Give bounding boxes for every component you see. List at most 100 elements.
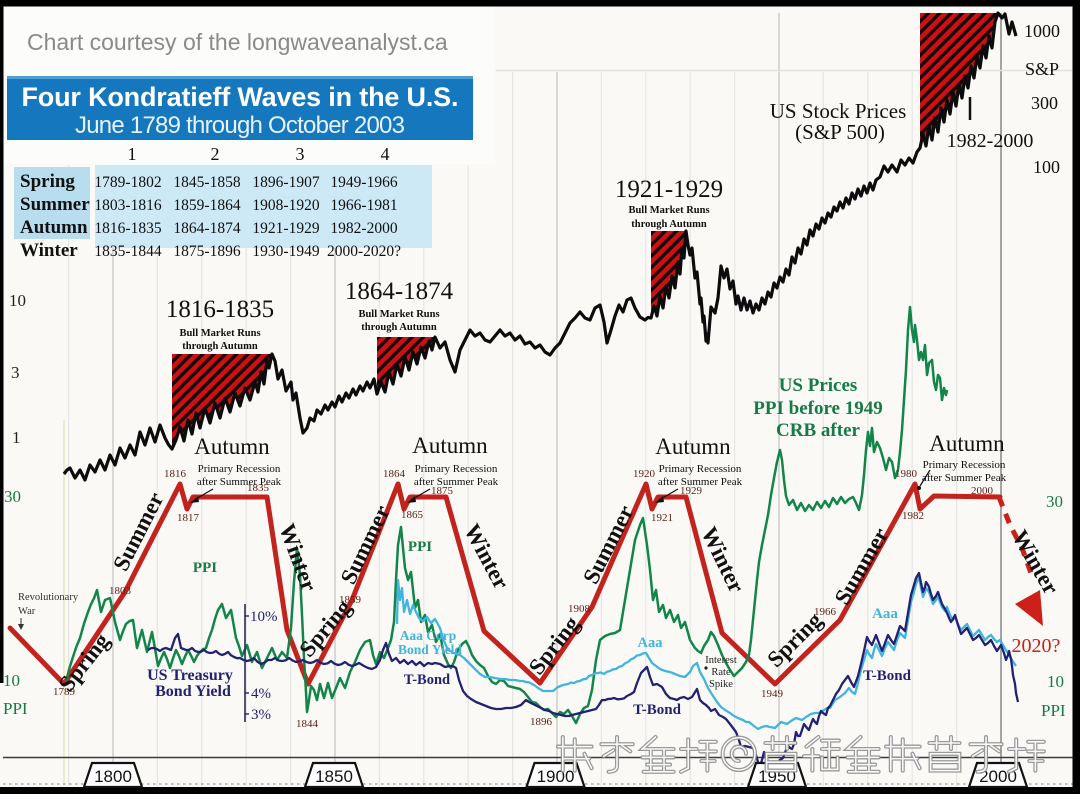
svg-text:Spike: Spike <box>709 679 733 690</box>
svg-text:2: 2 <box>211 144 220 164</box>
svg-text:Bull Market Runs: Bull Market Runs <box>358 309 439 320</box>
svg-text:(S&P 500): (S&P 500) <box>795 120 885 144</box>
svg-text:1921-1929: 1921-1929 <box>615 176 723 203</box>
svg-text:1816: 1816 <box>164 468 187 480</box>
svg-text:1859-1864: 1859-1864 <box>173 197 240 214</box>
svg-text:100: 100 <box>1033 157 1060 177</box>
svg-text:Spring: Spring <box>20 171 75 192</box>
svg-text:Interest: Interest <box>705 655 737 666</box>
svg-text:Bond Yield: Bond Yield <box>155 683 231 700</box>
svg-text:1850: 1850 <box>315 767 353 786</box>
svg-text:1864: 1864 <box>383 468 406 480</box>
svg-text:1: 1 <box>12 428 21 447</box>
svg-text:1835-1844: 1835-1844 <box>94 243 161 260</box>
svg-text:1900: 1900 <box>537 767 575 786</box>
svg-text:3: 3 <box>11 363 20 382</box>
svg-text:PPI: PPI <box>408 539 432 555</box>
svg-text:1908: 1908 <box>568 603 591 615</box>
svg-text:1: 1 <box>128 144 137 164</box>
svg-text:1875: 1875 <box>431 485 454 497</box>
svg-text:10%: 10% <box>250 609 278 625</box>
svg-text:1949-1966: 1949-1966 <box>330 174 397 191</box>
svg-text:Four Kondratieff Waves in the: Four Kondratieff Waves in the U.S. <box>22 82 459 112</box>
svg-text:1920: 1920 <box>633 468 656 480</box>
svg-text:Autumn: Autumn <box>412 433 488 458</box>
svg-text:Autumn: Autumn <box>20 217 88 238</box>
svg-text:Chart courtesy of the longwave: Chart courtesy of the longwaveanalyst.ca <box>27 29 448 55</box>
svg-text:1835: 1835 <box>247 482 270 494</box>
svg-text:T-Bond: T-Bond <box>404 672 450 688</box>
svg-text:3%: 3% <box>251 707 271 723</box>
svg-text:Bull Market Runs: Bull Market Runs <box>628 205 709 216</box>
svg-text:US Treasury: US Treasury <box>147 667 233 684</box>
svg-text:Bond Yield: Bond Yield <box>398 642 462 657</box>
svg-text:Primary Recession: Primary Recession <box>923 459 1006 471</box>
svg-text:T-Bond: T-Bond <box>633 702 681 718</box>
svg-text:3: 3 <box>296 144 305 164</box>
svg-text:2000-2020?: 2000-2020? <box>327 243 401 260</box>
svg-text:Autumn: Autumn <box>929 431 1005 456</box>
svg-text:10: 10 <box>1047 672 1064 691</box>
svg-text:after Summer Peak: after Summer Peak <box>414 476 499 488</box>
svg-text:Revolutionary: Revolutionary <box>18 592 79 603</box>
svg-text:1982-2000: 1982-2000 <box>330 220 397 237</box>
svg-text:1929: 1929 <box>680 485 703 497</box>
svg-text:1845-1858: 1845-1858 <box>173 174 240 191</box>
svg-text:1982: 1982 <box>902 510 924 522</box>
svg-text:1980: 1980 <box>895 468 918 480</box>
svg-text:1921-1929: 1921-1929 <box>252 220 319 237</box>
svg-text:Summer: Summer <box>20 194 90 215</box>
svg-text:1865: 1865 <box>401 509 424 521</box>
svg-text:Autumn: Autumn <box>194 434 270 459</box>
svg-text:300: 300 <box>1031 93 1058 113</box>
svg-text:1803: 1803 <box>109 585 132 597</box>
svg-text:War: War <box>18 606 36 617</box>
svg-text:PPI: PPI <box>1041 701 1066 720</box>
svg-text:1816-1835: 1816-1835 <box>166 296 274 323</box>
svg-text:through Autumn: through Autumn <box>361 322 437 333</box>
svg-text:after Summer Peak: after Summer Peak <box>922 472 1007 484</box>
svg-text:2020?: 2020? <box>1012 635 1061 657</box>
svg-text:1896-1907: 1896-1907 <box>252 174 319 191</box>
svg-text:S&P: S&P <box>1025 59 1059 79</box>
svg-text:US Prices: US Prices <box>779 375 858 396</box>
svg-text:30: 30 <box>1046 492 1063 511</box>
svg-text:10: 10 <box>9 291 26 310</box>
svg-text:1864-1874: 1864-1874 <box>345 278 454 305</box>
svg-text:PPI: PPI <box>3 699 28 718</box>
svg-text:2000: 2000 <box>971 485 994 497</box>
svg-text:through Autumn: through Autumn <box>182 341 258 352</box>
svg-text:1864-1874: 1864-1874 <box>173 220 240 237</box>
svg-text:Autumn: Autumn <box>655 434 731 459</box>
svg-text:CRB after: CRB after <box>776 420 860 441</box>
svg-text:June 1789 through October 2003: June 1789 through October 2003 <box>75 112 405 139</box>
svg-text:1844: 1844 <box>296 718 319 730</box>
svg-text:1949: 1949 <box>761 688 784 700</box>
svg-text:Primary Recession: Primary Recession <box>659 463 742 475</box>
svg-text:4: 4 <box>381 144 390 164</box>
svg-text:1800: 1800 <box>94 767 132 786</box>
svg-text:Primary Recession: Primary Recession <box>198 463 281 475</box>
svg-text:PPI: PPI <box>193 560 217 576</box>
svg-text:1816-1835: 1816-1835 <box>94 220 161 237</box>
svg-text:1930-1949: 1930-1949 <box>252 243 319 260</box>
svg-text:Rate: Rate <box>711 667 731 678</box>
svg-text:1896: 1896 <box>530 716 553 728</box>
svg-text:Aaa: Aaa <box>872 606 898 622</box>
svg-text:1982-2000: 1982-2000 <box>947 130 1034 152</box>
svg-text:1966-1981: 1966-1981 <box>330 197 397 214</box>
svg-text:through Autumn: through Autumn <box>631 219 707 230</box>
svg-text:Aaa Corp: Aaa Corp <box>400 628 457 643</box>
svg-text:1803-1816: 1803-1816 <box>94 197 161 214</box>
svg-text:Aaa: Aaa <box>638 635 664 651</box>
svg-text:1875-1896: 1875-1896 <box>173 243 240 260</box>
svg-text:PPI before 1949: PPI before 1949 <box>753 398 882 419</box>
svg-text:10: 10 <box>3 671 20 690</box>
svg-text:1817: 1817 <box>177 512 200 524</box>
svg-text:1908-1920: 1908-1920 <box>252 197 319 214</box>
svg-text:Winter: Winter <box>20 240 78 261</box>
svg-text:Primary Recession: Primary Recession <box>415 463 498 475</box>
svg-text:1000: 1000 <box>1024 21 1060 41</box>
svg-text:4%: 4% <box>251 686 271 702</box>
svg-text:1789-1802: 1789-1802 <box>94 174 161 191</box>
